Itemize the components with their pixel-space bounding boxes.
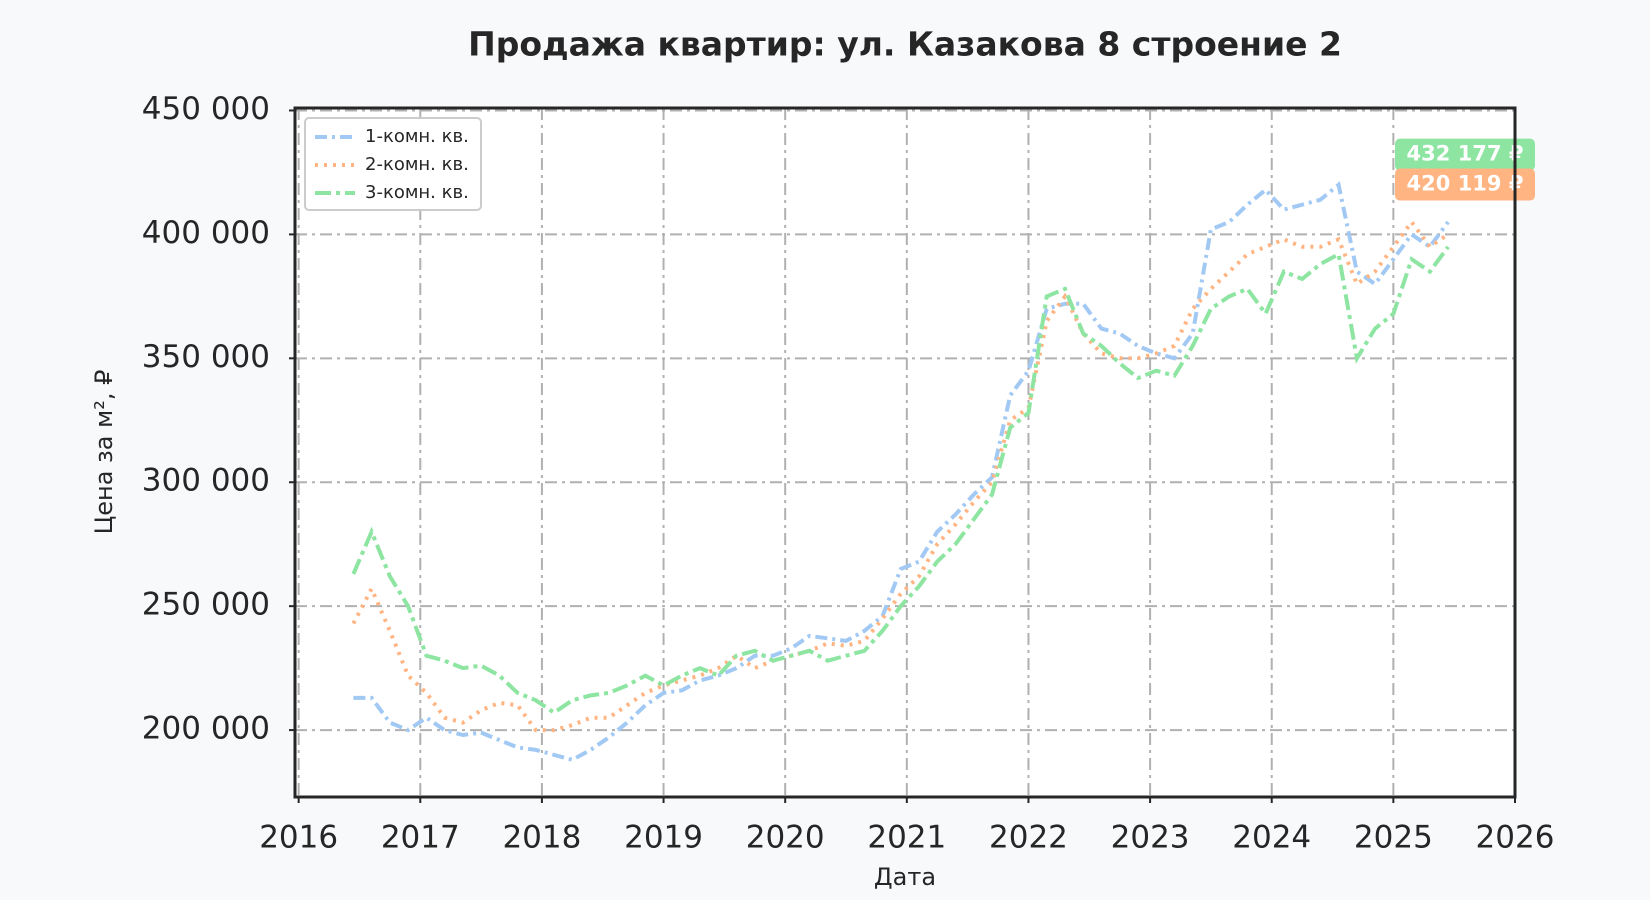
legend-box	[304, 117, 482, 211]
x-tick-label: 2021	[867, 820, 946, 856]
y-tick-label: 350 000	[142, 339, 270, 375]
legend-label: 3-комн. кв.	[365, 182, 469, 203]
x-tick-label: 2016	[259, 820, 338, 856]
x-tick-label: 2018	[502, 820, 581, 856]
y-axis-label: Цена за м², ₽	[90, 370, 118, 535]
annotation-label: 432 177 ₽	[1407, 142, 1524, 166]
x-tick-label: 2025	[1354, 820, 1433, 856]
annotation-box	[1395, 168, 1535, 201]
x-tick-label: 2019	[624, 820, 703, 856]
y-tick-label: 300 000	[142, 463, 270, 499]
series-line	[351, 245, 1450, 716]
plot-border	[293, 106, 1517, 799]
x-tick-label: 2020	[746, 820, 825, 856]
x-tick-label: 2023	[1111, 820, 1190, 856]
legend-label: 1-комн. кв.	[365, 126, 469, 147]
annotation-label: 420 119 ₽	[1407, 172, 1524, 196]
legend: 1-комн. кв. 2-комн. кв. 3-комн. кв.	[304, 117, 482, 211]
chart-title: Продажа квартир: ул. Казакова 8 строение…	[468, 25, 1342, 64]
legend-label: 2-комн. кв.	[365, 154, 469, 175]
annotation-box	[1395, 138, 1535, 171]
y-tick-label: 450 000	[142, 91, 270, 127]
series-line	[353, 181, 1450, 762]
y-tick-label: 200 000	[142, 711, 270, 747]
y-tick-label: 400 000	[142, 215, 270, 251]
x-tick-label: 2017	[381, 820, 460, 856]
x-tick-label: 2022	[989, 820, 1068, 856]
y-tick-label: 250 000	[142, 587, 270, 623]
x-tick-label: 2024	[1232, 820, 1311, 856]
series-line	[351, 218, 1450, 733]
x-axis-label: Дата	[874, 863, 936, 891]
plot-area	[295, 108, 1515, 797]
x-tick-label: 2026	[1476, 820, 1555, 856]
